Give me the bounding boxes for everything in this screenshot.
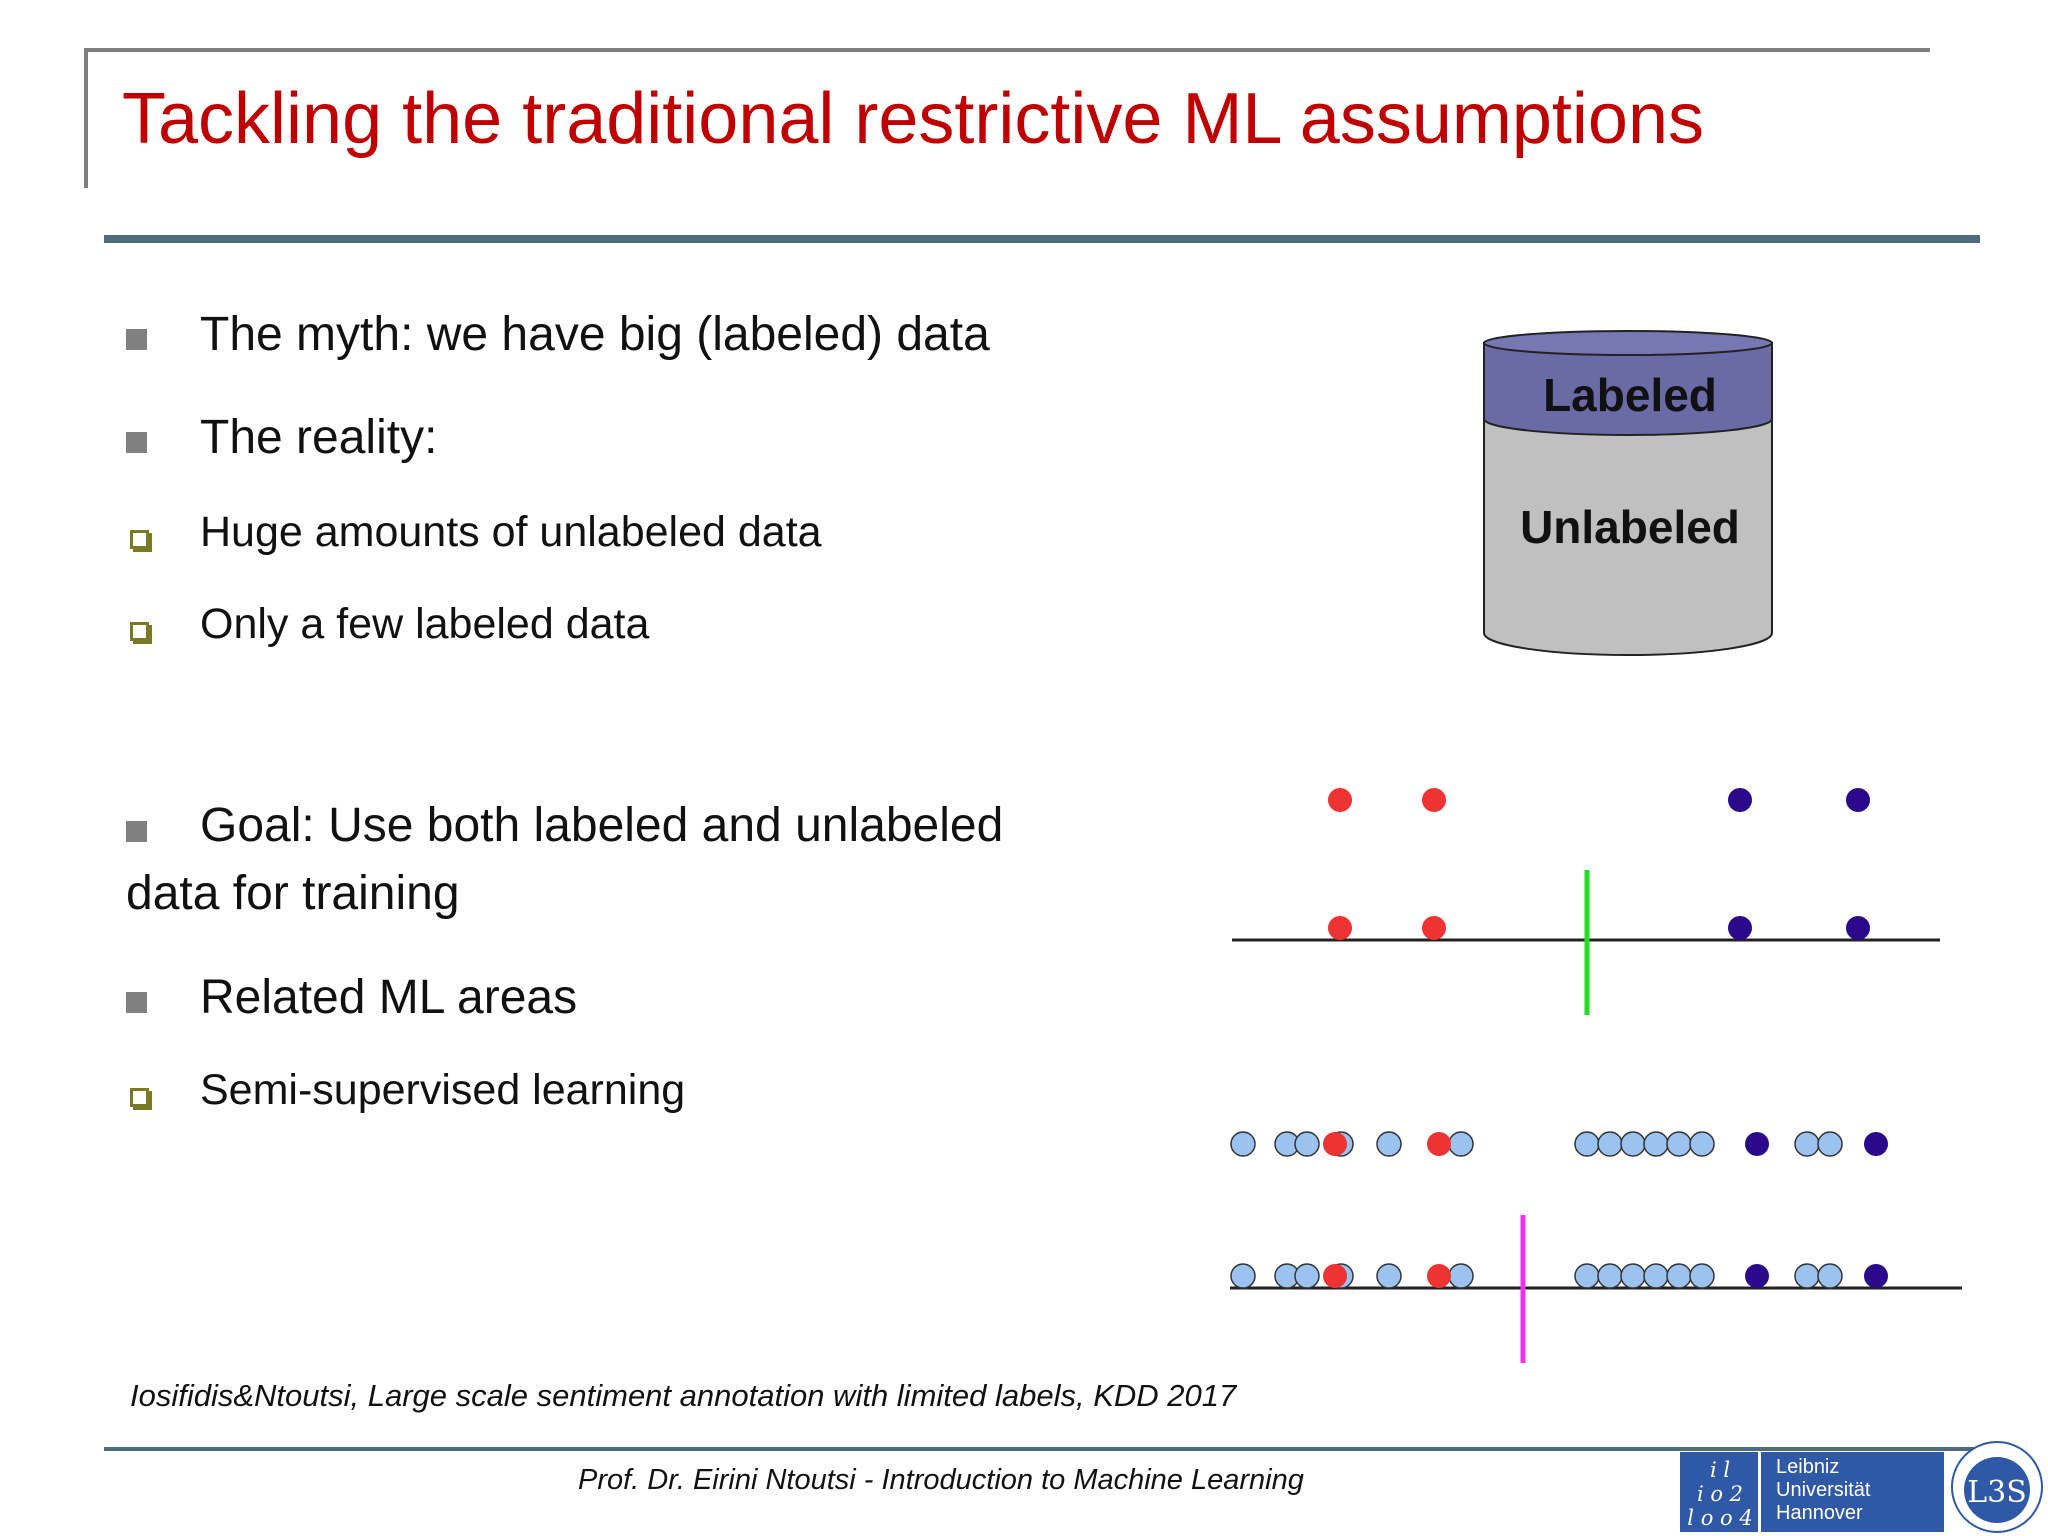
bullet-square-icon bbox=[126, 821, 147, 842]
unlabeled-point bbox=[1643, 1263, 1669, 1289]
luh-logo bbox=[1680, 1452, 1944, 1532]
sub-bullet-icon bbox=[130, 1088, 149, 1107]
labeled-only-illustration bbox=[1232, 788, 1940, 1015]
bullet-reality: The reality: bbox=[200, 411, 438, 464]
bullet-goal-line2: data for training bbox=[126, 867, 460, 920]
labeled-point-class-b bbox=[1745, 1132, 1769, 1156]
title-frame-top bbox=[84, 48, 1930, 52]
citation: Iosifidis&Ntoutsi, Large scale sentiment… bbox=[130, 1378, 1237, 1413]
unlabeled-point bbox=[1817, 1263, 1843, 1289]
unlabeled-point bbox=[1448, 1131, 1474, 1157]
labeled-point-class-b bbox=[1864, 1264, 1888, 1288]
sub-bullet-huge: Huge amounts of unlabeled data bbox=[200, 508, 822, 556]
unlabeled-point bbox=[1294, 1263, 1320, 1289]
labeled-point-class-a bbox=[1328, 788, 1352, 812]
svg-text:L3S: L3S bbox=[1967, 1475, 2027, 1510]
point-row-lower bbox=[1230, 1263, 1888, 1289]
cylinder-body bbox=[1483, 418, 1773, 656]
l3s-logo: L3S bbox=[1951, 1441, 2043, 1533]
unlabeled-point bbox=[1294, 1131, 1320, 1157]
sub-bullet-semi: Semi-supervised learning bbox=[200, 1066, 686, 1114]
labeled-point-class-b bbox=[1864, 1132, 1888, 1156]
labeled-point-class-b bbox=[1846, 916, 1870, 940]
unlabeled-point bbox=[1597, 1263, 1623, 1289]
unlabeled-point bbox=[1666, 1263, 1692, 1289]
labeled-point-class-a bbox=[1422, 916, 1446, 940]
bullet-myth: The myth: we have big (labeled) data bbox=[200, 308, 990, 361]
unlabeled-point bbox=[1574, 1263, 1600, 1289]
unlabeled-point bbox=[1376, 1263, 1402, 1289]
unlabeled-point bbox=[1794, 1263, 1820, 1289]
labeled-point-class-b bbox=[1745, 1264, 1769, 1288]
labeled-point-class-a bbox=[1422, 788, 1446, 812]
labeled-point-class-b bbox=[1846, 788, 1870, 812]
point-row-upper bbox=[1230, 1131, 1888, 1157]
unlabeled-point bbox=[1448, 1263, 1474, 1289]
slide-title: Tackling the traditional restrictive ML … bbox=[122, 79, 1704, 159]
labeled-point-class-b bbox=[1728, 788, 1752, 812]
labeled-point-class-a bbox=[1427, 1132, 1451, 1156]
luh-logo-separator bbox=[1758, 1452, 1761, 1532]
unlabeled-point bbox=[1574, 1131, 1600, 1157]
unlabeled-point bbox=[1794, 1131, 1820, 1157]
bullet-square-icon bbox=[126, 432, 147, 453]
unlabeled-point bbox=[1817, 1131, 1843, 1157]
labeled-point-class-a bbox=[1427, 1264, 1451, 1288]
bullet-related: Related ML areas bbox=[200, 971, 578, 1024]
luh-logo-mark: i l i o 2 l o o 4 bbox=[1687, 1458, 1753, 1530]
unlabeled-point bbox=[1620, 1131, 1646, 1157]
unlabeled-point bbox=[1597, 1131, 1623, 1157]
unlabeled-point bbox=[1666, 1131, 1692, 1157]
labeled-point-class-a bbox=[1323, 1264, 1347, 1288]
cylinder-top-band bbox=[1483, 342, 1773, 436]
cylinder-unlabeled-label: Unlabeled bbox=[1520, 501, 1740, 553]
database-cylinder-icon bbox=[1483, 330, 1773, 656]
luh-logo-text: Leibniz Universität Hannover bbox=[1776, 1456, 1871, 1524]
unlabeled-point bbox=[1689, 1263, 1715, 1289]
bullet-square-icon bbox=[126, 992, 147, 1013]
sub-bullet-icon bbox=[130, 530, 149, 549]
title-rule bbox=[104, 235, 1980, 243]
cylinder-lid bbox=[1483, 330, 1773, 356]
unlabeled-point bbox=[1620, 1263, 1646, 1289]
cylinder-labeled-label: Labeled bbox=[1543, 369, 1717, 421]
labeled-point-class-b bbox=[1728, 916, 1752, 940]
footer-text: Prof. Dr. Eirini Ntoutsi - Introduction … bbox=[578, 1464, 1304, 1496]
sub-bullet-icon bbox=[130, 622, 149, 641]
semi-supervised-illustration bbox=[1230, 1131, 1962, 1363]
unlabeled-point bbox=[1689, 1131, 1715, 1157]
title-frame-left bbox=[84, 48, 88, 188]
labeled-point-class-a bbox=[1328, 916, 1352, 940]
bullet-goal-line1: Goal: Use both labeled and unlabeled bbox=[200, 799, 1004, 852]
unlabeled-point bbox=[1230, 1131, 1256, 1157]
labeled-point-class-a bbox=[1323, 1132, 1347, 1156]
unlabeled-point bbox=[1230, 1263, 1256, 1289]
unlabeled-point bbox=[1643, 1131, 1669, 1157]
bullet-square-icon bbox=[126, 329, 147, 350]
footer-rule bbox=[104, 1447, 1980, 1451]
unlabeled-point bbox=[1376, 1131, 1402, 1157]
sub-bullet-few: Only a few labeled data bbox=[200, 600, 650, 648]
